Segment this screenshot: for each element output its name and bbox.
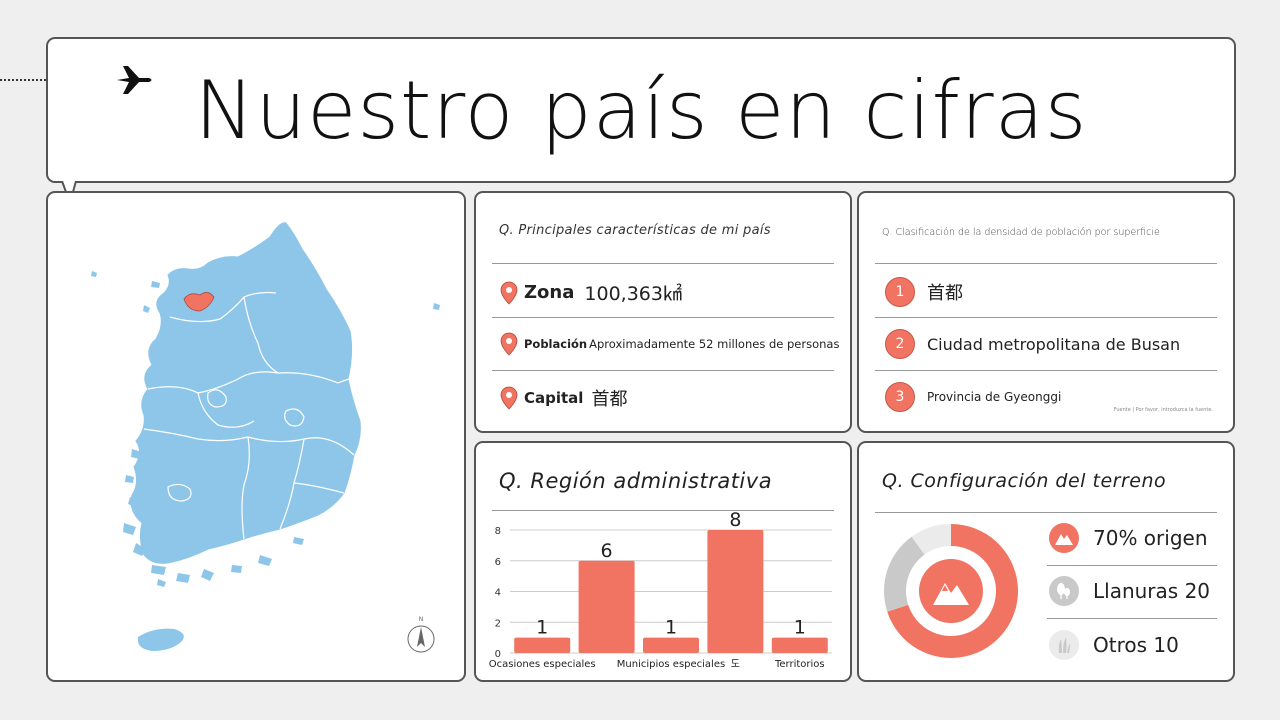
trees-icon bbox=[1049, 576, 1079, 606]
terrain-label: Llanuras 20 bbox=[1093, 579, 1211, 603]
terrain-row-others: Otros 10 bbox=[1049, 630, 1179, 660]
bar bbox=[514, 637, 571, 653]
divider bbox=[875, 370, 1217, 371]
density-panel: Q. Clasificación de la densidad de pobla… bbox=[857, 191, 1235, 433]
y-tick-label: 2 bbox=[495, 618, 501, 629]
y-tick-label: 8 bbox=[495, 526, 501, 537]
seoul-capital-region bbox=[183, 292, 215, 312]
rank-badge: 2 bbox=[885, 329, 915, 359]
map-panel: N bbox=[46, 191, 466, 682]
region-bar-chart: 0 2 4 6 8 1 Ocasiones especiales 6 1 Municipios e… bbox=[489, 509, 832, 670]
divider bbox=[492, 370, 834, 371]
grass-icon bbox=[1049, 630, 1079, 660]
west-coast-islands bbox=[123, 449, 166, 575]
divider bbox=[492, 510, 834, 511]
east-islands bbox=[433, 303, 440, 310]
density-label: Ciudad metropolitana de Busan bbox=[927, 334, 1181, 354]
y-tick-label: 4 bbox=[495, 588, 501, 599]
region-panel: Q. Región administrativa 0 2 4 6 8 1 Ocasiones… bbox=[474, 441, 852, 682]
feature-value: Aproximadamente 52 millones de personas bbox=[589, 337, 840, 351]
feature-row-capital: Capital 首都 bbox=[500, 385, 627, 411]
donut-slice bbox=[911, 524, 951, 555]
data-label: 1 bbox=[794, 617, 806, 639]
bar bbox=[578, 560, 635, 653]
density-row-2: 2 Ciudad metropolitana de Busan bbox=[885, 329, 1180, 359]
bar bbox=[707, 530, 764, 653]
divider bbox=[875, 317, 1217, 318]
south-korea-map bbox=[91, 222, 440, 651]
bar bbox=[643, 637, 699, 653]
location-pin-icon bbox=[500, 332, 518, 356]
terrain-row-origin: 70% origen bbox=[1049, 523, 1208, 553]
mountain-icon bbox=[1049, 523, 1079, 553]
donut-center bbox=[919, 559, 983, 623]
feature-row-poblacion: Población Aproximadamente 52 millones de… bbox=[500, 332, 839, 356]
rank-badge: 3 bbox=[885, 382, 915, 412]
jeju-island bbox=[137, 628, 184, 651]
donut-slice bbox=[884, 536, 925, 612]
y-tick-label: 0 bbox=[495, 649, 501, 660]
divider bbox=[1047, 618, 1217, 619]
density-row-1: 1 首都 bbox=[885, 277, 963, 307]
terrain-label: 70% origen bbox=[1093, 526, 1208, 550]
terrain-question: Q. Configuración del terreno bbox=[882, 470, 1167, 492]
compass-label: N bbox=[419, 616, 424, 623]
features-panel: Q. Principales características de mi paí… bbox=[474, 191, 852, 433]
title-panel: Nuestro país en cifras bbox=[46, 37, 1236, 183]
rank-badge: 1 bbox=[885, 277, 915, 307]
location-pin-icon bbox=[500, 281, 518, 305]
page-title: Nuestro país en cifras bbox=[194, 64, 1088, 157]
feature-value: 首都 bbox=[591, 389, 628, 410]
density-row-3: 3 Provincia de Gyeonggi bbox=[885, 382, 1061, 412]
location-pin-icon bbox=[500, 386, 518, 410]
x-tick-label: 도 bbox=[731, 659, 740, 670]
divider bbox=[1047, 565, 1217, 566]
north-arrow-icon: N bbox=[407, 616, 435, 653]
density-label: 首都 bbox=[927, 283, 963, 304]
x-tick-label: Territorios bbox=[774, 659, 825, 670]
airplane-icon bbox=[117, 66, 152, 94]
data-label: 1 bbox=[536, 617, 548, 639]
source-note: Fuente | Por favor, introduzca la fuente… bbox=[1113, 407, 1213, 413]
province-borders bbox=[143, 291, 355, 540]
divider bbox=[875, 512, 1217, 513]
terrain-panel: Q. Configuración del terreno 70% origen … bbox=[857, 441, 1235, 682]
divider bbox=[492, 317, 834, 318]
data-label: 6 bbox=[601, 540, 613, 562]
region-question: Q. Región administrativa bbox=[499, 469, 773, 493]
features-question: Q. Principales características de mi paí… bbox=[499, 223, 771, 238]
divider bbox=[875, 263, 1217, 264]
terrain-label: Otros 10 bbox=[1093, 633, 1179, 657]
x-tick-label: Municipios especiales bbox=[617, 659, 725, 670]
divider bbox=[492, 263, 834, 264]
mountain-icon bbox=[933, 583, 969, 605]
mainland bbox=[130, 222, 361, 564]
feature-key: Zona bbox=[524, 282, 575, 303]
terrain-donut-chart bbox=[884, 524, 1018, 658]
donut-slice bbox=[887, 524, 1018, 658]
feature-key: Capital bbox=[524, 389, 584, 407]
feature-row-zona: Zona 100,363㎢ bbox=[500, 279, 682, 306]
terrain-row-plains: Llanuras 20 bbox=[1049, 576, 1210, 606]
bar bbox=[771, 637, 828, 653]
data-label: 8 bbox=[729, 509, 741, 531]
west-islands-north bbox=[91, 271, 160, 313]
data-label: 1 bbox=[665, 617, 677, 639]
x-tick-label: Ocasiones especiales bbox=[489, 659, 596, 670]
density-question: Q. Clasificación de la densidad de pobla… bbox=[882, 227, 1160, 238]
density-label: Provincia de Gyeonggi bbox=[927, 390, 1062, 404]
y-tick-label: 6 bbox=[495, 557, 501, 568]
feature-key: Población bbox=[524, 337, 588, 351]
feature-value: 100,363㎢ bbox=[584, 283, 682, 305]
